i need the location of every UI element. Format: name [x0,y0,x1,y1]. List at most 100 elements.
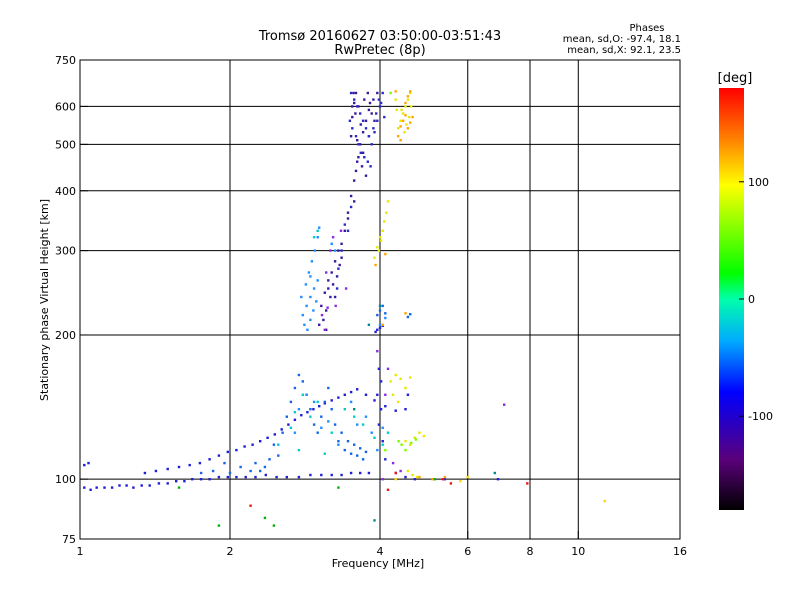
data-point [384,393,387,396]
data-point [409,313,412,316]
data-point [356,388,359,391]
data-point [340,431,343,434]
data-point [406,315,410,319]
data-point [389,91,392,95]
data-point [404,440,407,443]
data-point [330,242,333,245]
data-point [337,440,340,443]
colorbar-tick-label: 100 [748,176,769,189]
data-point [404,312,407,315]
data-point [318,226,321,229]
data-point [325,328,328,331]
data-point [272,524,276,527]
data-point [384,448,387,452]
data-point [399,119,402,122]
data-point [223,461,226,465]
x-tick-label: 2 [227,545,234,558]
data-point [376,246,379,249]
data-point [379,380,383,383]
data-point [333,295,337,299]
data-point [404,448,407,452]
data-point [354,135,358,138]
y-tick-label: 400 [55,185,76,198]
data-point [349,471,353,475]
data-point [409,121,412,124]
data-point [340,256,343,259]
data-point [356,139,359,142]
data-point [335,275,339,278]
data-point [356,105,359,108]
data-point [353,98,356,101]
data-point [148,484,151,487]
data-point [377,98,381,101]
data-point [357,143,360,146]
data-point [320,415,323,418]
data-point [330,473,333,477]
data-point [337,486,340,489]
data-point [364,174,368,177]
data-point [353,415,356,418]
data-point [199,478,203,481]
colorbar-tick-label: 0 [748,293,755,306]
data-point [381,443,384,446]
data-point [312,400,316,404]
data-point [272,443,276,446]
data-point [335,287,339,290]
data-point [337,443,340,446]
data-point [343,223,346,226]
data-point [413,478,417,481]
data-point [357,105,360,108]
data-point [323,328,326,331]
data-point [370,143,373,146]
data-point [373,399,376,402]
data-point [361,423,365,426]
x-tick-label: 10 [571,545,585,558]
data-point [301,380,304,383]
colorbar-tick-label: -100 [748,410,773,423]
data-point [349,194,353,198]
data-point [320,473,323,477]
data-point [320,426,323,429]
data-point [404,114,407,117]
data-point [374,330,377,334]
data-point [503,403,506,406]
data-point [327,279,330,282]
data-point [188,463,191,467]
data-point [359,123,362,126]
data-point [376,328,379,331]
data-point [309,473,312,477]
data-point [329,295,332,299]
data-point [316,229,319,232]
data-point [367,108,371,112]
data-point [378,309,382,312]
data-point [208,478,211,481]
data-point [376,91,379,95]
data-point [422,434,426,438]
y-tick-label: 300 [55,245,76,258]
data-point [277,454,280,457]
data-point [318,405,321,408]
data-point [333,249,337,252]
data-point [381,304,384,308]
data-point [320,304,323,308]
data-point [259,440,262,443]
data-point [346,217,350,220]
data-point [235,475,238,479]
data-point [394,90,397,93]
data-point [383,220,386,223]
data-point [391,461,395,465]
data-point [353,408,356,411]
stats-x-line: mean, sd,X: 92.1, 23.5 [567,45,681,56]
data-point [83,463,86,467]
x-tick-label: 1 [77,545,84,558]
data-point [337,267,340,270]
data-point [329,249,332,252]
data-point [349,390,353,394]
x-tick-label: 4 [377,545,384,558]
data-point [226,475,229,479]
y-tick-label: 500 [55,138,76,151]
data-point [384,458,387,461]
x-axis-ticks: 1 2 4 6 8 10 16 [77,531,687,558]
data-point [418,475,421,479]
